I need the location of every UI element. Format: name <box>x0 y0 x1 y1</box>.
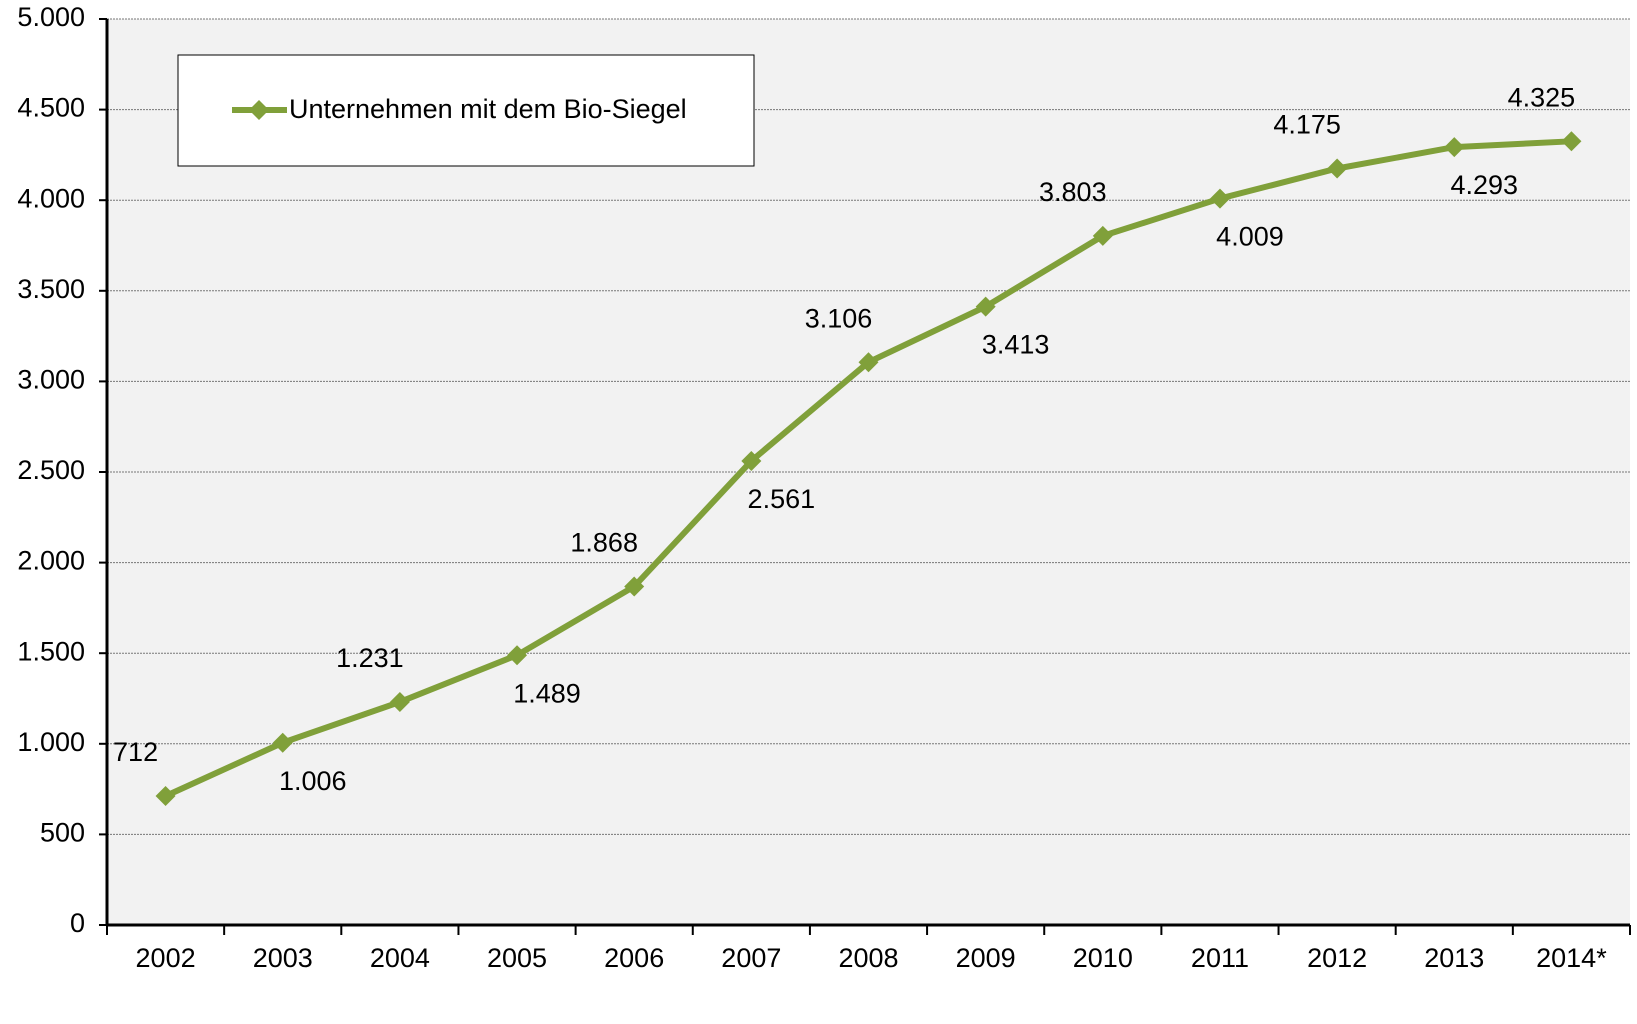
x-tick-label: 2005 <box>487 943 547 973</box>
x-tick-label: 2004 <box>370 943 430 973</box>
marker <box>155 785 176 806</box>
x-tick-label: 2006 <box>604 943 664 973</box>
marker <box>1444 137 1465 158</box>
x-tick-label: 2012 <box>1307 943 1367 973</box>
y-tick-label: 2.000 <box>17 546 85 576</box>
marker <box>858 352 879 373</box>
marker <box>1327 158 1348 179</box>
x-tick-label: 2014* <box>1536 943 1607 973</box>
data-label: 4.293 <box>1450 170 1518 200</box>
marker <box>741 450 762 471</box>
marker <box>272 732 293 753</box>
data-label: 1.006 <box>279 766 347 796</box>
y-tick-label: 0 <box>70 908 85 938</box>
x-tick-label: 2008 <box>838 943 898 973</box>
data-label: 4.009 <box>1216 222 1284 252</box>
marker <box>624 576 645 597</box>
legend-label: Unternehmen mit dem Bio-Siegel <box>289 94 687 124</box>
data-label: 1.489 <box>513 678 581 708</box>
marker <box>507 645 528 666</box>
y-tick-label: 500 <box>40 818 85 848</box>
x-tick-label: 2011 <box>1191 943 1249 973</box>
y-tick-label: 3.500 <box>17 274 85 304</box>
marker <box>1092 225 1113 246</box>
marker <box>1209 188 1230 209</box>
data-label: 3.413 <box>982 330 1050 360</box>
data-label: 4.175 <box>1273 110 1341 140</box>
data-label: 4.325 <box>1508 82 1576 112</box>
x-tick-label: 2013 <box>1424 943 1484 973</box>
legend-marker <box>249 100 269 120</box>
marker <box>975 296 996 317</box>
data-label: 3.803 <box>1039 177 1107 207</box>
x-tick-label: 2002 <box>136 943 196 973</box>
marker <box>1561 131 1582 152</box>
y-tick-label: 1.500 <box>17 636 85 666</box>
x-tick-label: 2009 <box>956 943 1016 973</box>
y-tick-label: 5.000 <box>17 2 85 32</box>
data-label: 1.231 <box>336 643 404 673</box>
y-tick-label: 3.000 <box>17 365 85 395</box>
x-tick-label: 2007 <box>721 943 781 973</box>
y-tick-label: 4.000 <box>17 183 85 213</box>
data-label: 3.106 <box>805 303 873 333</box>
data-label: 1.868 <box>570 528 638 558</box>
marker <box>389 691 410 712</box>
y-tick-label: 2.500 <box>17 455 85 485</box>
x-tick-label: 2010 <box>1073 943 1133 973</box>
data-label: 712 <box>113 737 158 767</box>
data-label: 2.561 <box>748 484 816 514</box>
x-tick-label: 2003 <box>253 943 313 973</box>
y-tick-label: 1.000 <box>17 727 85 757</box>
y-tick-label: 4.500 <box>17 93 85 123</box>
